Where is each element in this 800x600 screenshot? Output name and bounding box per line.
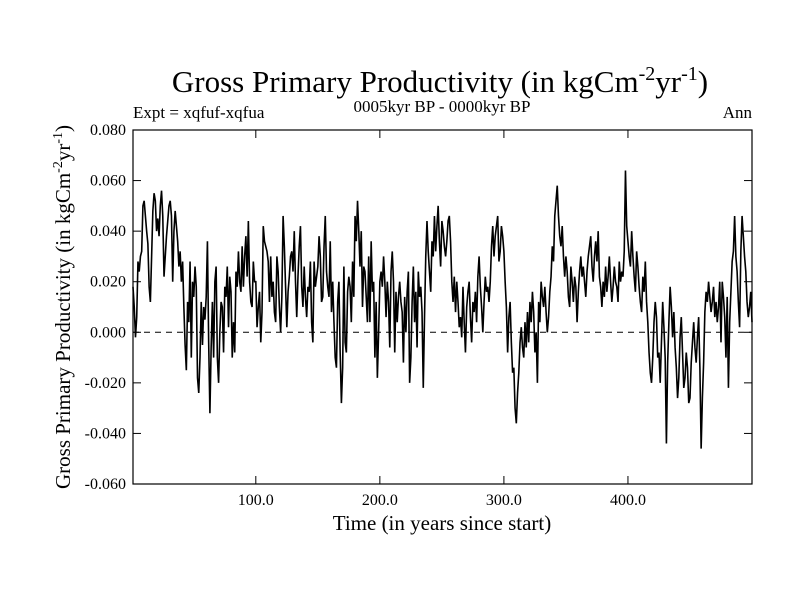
- y-tick-label: -0.060: [85, 476, 126, 493]
- x-tick-label: 200.0: [362, 492, 398, 509]
- y-axis-label-mid: yr: [51, 144, 75, 162]
- y-axis-label: Gross Primary Productivity (in kgCm-2yr-…: [51, 125, 75, 489]
- x-tick-label: 400.0: [610, 492, 646, 509]
- chart-title-end: ): [698, 64, 708, 99]
- chart-title-base: Gross Primary Productivity (in kgCm: [172, 64, 639, 99]
- y-axis-label-base: Gross Primary Productivity (in kgCm: [51, 173, 75, 489]
- y-tick-label: 0.020: [90, 274, 126, 291]
- y-tick-label: 0.060: [90, 173, 126, 190]
- y-axis-label-sup1: -2: [51, 161, 66, 173]
- y-axis-label-sup2: -1: [51, 132, 66, 144]
- gpp-series-line: [132, 170, 753, 449]
- left-subtitle: Expt = xqfuf-xqfua: [133, 103, 265, 122]
- x-tick-label: 300.0: [486, 492, 522, 509]
- y-tick-label: -0.020: [85, 375, 126, 392]
- y-axis-label-end: ): [51, 125, 75, 132]
- chart-title-sup2: -1: [681, 63, 698, 85]
- x-axis-label: Time (in years since start): [333, 511, 552, 535]
- x-tick-label: 100.0: [238, 492, 274, 509]
- y-tick-label: 0.000: [90, 324, 126, 341]
- chart-title: Gross Primary Productivity (in kgCm-2yr-…: [172, 63, 708, 99]
- y-tick-label: -0.040: [85, 425, 126, 442]
- center-subtitle: 0005kyr BP - 0000kyr BP: [354, 97, 531, 116]
- chart-title-mid: yr: [655, 64, 682, 99]
- y-tick-label: 0.080: [90, 122, 126, 139]
- x-axis: 100.0 200.0 300.0 400.0: [238, 130, 646, 509]
- y-tick-label: 0.040: [90, 223, 126, 240]
- y-axis: -0.060 -0.040 -0.020 0.000 0.020 0.040 0.060 0.…: [85, 122, 752, 493]
- plot-frame: [132, 129, 753, 485]
- chart-title-sup1: -2: [639, 63, 656, 85]
- right-subtitle: Ann: [723, 103, 753, 122]
